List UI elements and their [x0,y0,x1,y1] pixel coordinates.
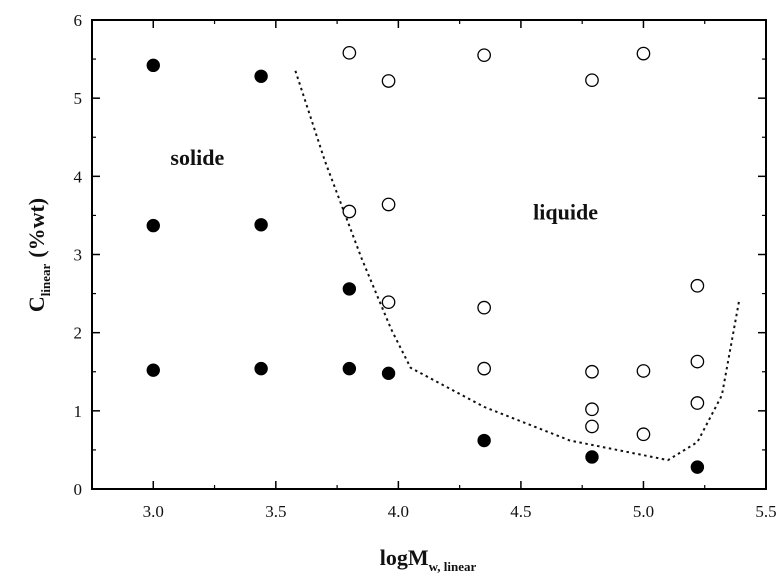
y-axis-title-sub: linear [38,264,53,297]
liquid-point [636,46,651,61]
solid-point [477,433,491,448]
liquid-point [690,278,705,293]
liquid-point [381,295,396,310]
liquid-point [477,48,491,63]
x-axis-title-main: logM [380,545,429,570]
y-axis-title-main: C [24,296,49,312]
liquid-point [477,361,491,376]
y-tick-label: 4 [74,167,83,186]
solid-point [146,58,160,73]
liquid-point [636,364,651,378]
y-tick-label: 3 [74,246,83,265]
region-labels: solide liquide [170,145,598,225]
liquid-point [585,402,599,417]
liquid-point [477,300,491,315]
liquid-point [690,354,705,369]
liquid-point [342,45,357,60]
liquid-point [585,73,599,88]
plot-frame [91,19,767,490]
liquid-point [636,427,651,442]
solid-point [690,460,705,474]
liquid-point [381,197,396,212]
y-tick-label: 6 [74,11,83,30]
y-axis-title-unit: (%wt) [24,198,49,258]
x-tick-label: 4.0 [388,502,409,521]
solid-point [146,363,160,377]
solid-point [585,450,599,464]
x-tick-label: 5.5 [755,502,776,521]
phase-boundary-line [294,70,740,462]
liquid-point [342,204,357,219]
y-axis-title: Clinear (%wt) [24,198,53,312]
y-tick-label: 2 [74,324,83,343]
liquid-point [585,419,599,434]
x-tick-label: 3.5 [265,502,286,521]
x-axis-title-sub: w, linear [429,559,477,574]
solid-point [342,361,357,376]
region-label: liquide [533,200,598,225]
liquid-point [585,364,599,379]
axis-tick-labels: 3.0 3.5 4.0 4.5 5.0 5.5 0 1 2 3 4 5 6 [74,11,777,521]
data-points [146,45,705,474]
y-tick-label: 0 [74,480,83,499]
liquid-point [381,74,396,88]
x-tick-label: 3.0 [143,502,164,521]
axis-ticks [92,19,767,490]
liquid-point [690,396,705,410]
y-tick-label: 1 [74,402,83,421]
solid-point [381,366,396,381]
solid-point [342,282,357,296]
solid-point [146,218,160,233]
solid-point [254,218,268,232]
x-axis-title: logMw, linear [380,545,477,574]
solid-point [254,69,268,83]
solid-point [254,361,268,376]
x-tick-label: 5.0 [633,502,654,521]
x-tick-label: 4.5 [510,502,531,521]
region-label: solide [170,145,224,170]
y-tick-label: 5 [74,89,83,108]
